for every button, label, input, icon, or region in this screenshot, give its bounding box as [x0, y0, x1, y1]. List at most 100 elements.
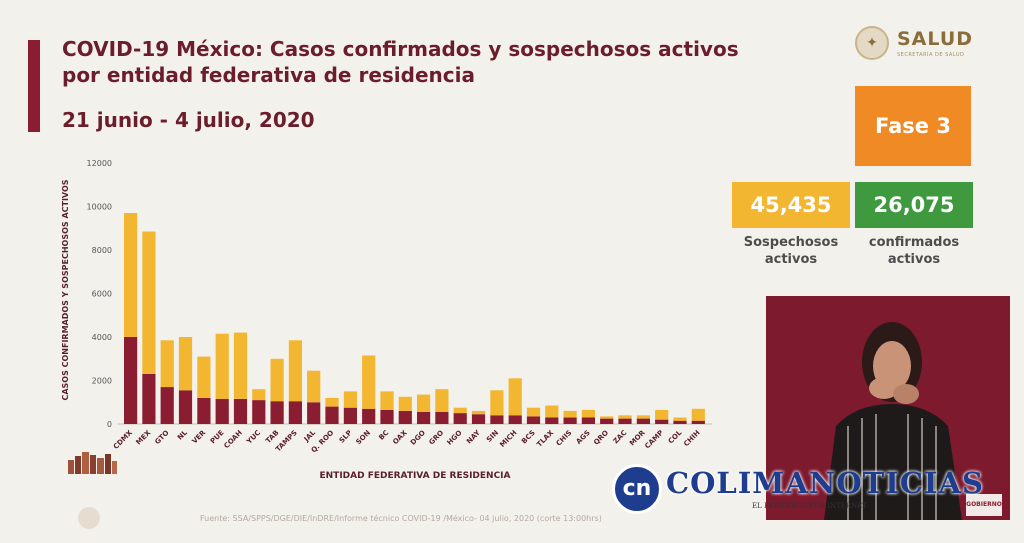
- x-tick-label: VER: [191, 428, 208, 445]
- x-tick-label: DGO: [409, 429, 427, 447]
- bar-suspected-tab: [270, 358, 284, 402]
- date-range: 21 junio - 4 julio, 2020: [62, 108, 315, 132]
- bar-confirmed-son: [362, 408, 376, 424]
- bar-confirmed-chih: [691, 420, 705, 424]
- bar-suspected-coah: [233, 332, 248, 399]
- bar-suspected-camp: [655, 409, 669, 420]
- x-tick-label: COAH: [223, 429, 244, 450]
- bar-confirmed-pue: [215, 399, 229, 424]
- bar-suspected-oax: [398, 396, 412, 411]
- x-tick-label: HGO: [446, 429, 464, 447]
- bar-confirmed-mich: [508, 415, 522, 424]
- x-tick-label: SIN: [485, 429, 500, 444]
- bar-suspected-slp: [343, 391, 357, 408]
- bar-suspected-qroo: [325, 397, 339, 407]
- x-tick-label: CAMP: [643, 429, 665, 451]
- bar-confirmed-tamps: [288, 401, 302, 424]
- bar-suspected-bcs: [526, 407, 541, 417]
- y-tick-label: 12000: [87, 159, 112, 168]
- x-tick-label: MEX: [135, 428, 153, 446]
- y-axis-label: CASOS CONFIRMADOS Y SOSPECHOSOS ACTIVOS: [61, 179, 70, 400]
- bar-suspected-tlax: [545, 405, 559, 418]
- bar-confirmed-tlax: [545, 417, 559, 424]
- bar-suspected-col: [673, 417, 687, 421]
- bar-confirmed-jal: [307, 402, 321, 425]
- bar-confirmed-camp: [655, 419, 669, 424]
- salud-logo: ✦ SALUD SECRETARÍA DE SALUD: [855, 26, 985, 66]
- bar-suspected-qro: [600, 416, 614, 419]
- x-tick-label: SON: [355, 429, 373, 447]
- bar-confirmed-sin: [490, 415, 504, 424]
- bar-suspected-dgo: [417, 394, 431, 412]
- confirmed-count-box: 26,075: [855, 182, 973, 228]
- bar-suspected-mor: [636, 415, 650, 419]
- bar-suspected-hgo: [453, 407, 467, 414]
- phase-badge: Fase 3: [855, 86, 971, 166]
- y-tick-label: 6000: [92, 290, 112, 299]
- bar-confirmed-hgo: [453, 413, 467, 424]
- bar-suspected-gto: [160, 340, 174, 388]
- bar-suspected-zac: [618, 415, 632, 419]
- interpreter-figure-icon: [824, 322, 962, 520]
- bar-suspected-sin: [490, 390, 504, 416]
- x-tick-label: GRO: [428, 429, 446, 447]
- bar-suspected-son: [362, 355, 376, 409]
- sign-language-video: GOBIERNO DE MÉXICO: [766, 296, 1010, 520]
- watermark-logo-icon: cn: [612, 464, 662, 514]
- y-tick-label: 10000: [87, 203, 112, 212]
- bar-suspected-bc: [380, 391, 394, 410]
- x-tick-label: YUC: [245, 429, 263, 447]
- logo-text: SALUD: [897, 28, 974, 50]
- bar-confirmed-nay: [471, 414, 486, 424]
- watermark-tagline: EL PERIÓDICO POR INTERNET: [752, 502, 868, 510]
- suspected-label-line1: Sospechosos: [743, 235, 839, 250]
- bar-confirmed-qro: [600, 418, 614, 424]
- bar-confirmed-mor: [636, 418, 650, 424]
- bar-confirmed-cdmx: [124, 337, 138, 424]
- bar-confirmed-slp: [343, 407, 357, 424]
- source-note: Fuente: SSA/SPPS/DGE/DIE/InDRE/Informe t…: [200, 514, 602, 523]
- page-title: COVID-19 México: Casos confirmados y sos…: [62, 37, 739, 87]
- bar-confirmed-zac: [618, 418, 632, 424]
- confirmed-label: confirmados activos: [855, 234, 973, 268]
- bar-suspected-jal: [307, 370, 321, 403]
- bar-suspected-cdmx: [124, 213, 138, 337]
- x-axis-label: ENTIDAD FEDERATIVA DE RESIDENCIA: [320, 471, 511, 481]
- bar-confirmed-nl: [178, 390, 193, 424]
- x-tick-label: MICH: [498, 429, 518, 449]
- bar-confirmed-bcs: [526, 416, 541, 424]
- bar-suspected-chih: [691, 408, 705, 421]
- title-accent-bar: [28, 40, 40, 132]
- bar-confirmed-gto: [160, 387, 174, 424]
- x-tick-label: ZAC: [612, 429, 629, 446]
- bar-confirmed-oax: [398, 410, 412, 424]
- bar-confirmed-dgo: [417, 412, 431, 424]
- bar-suspected-ags: [581, 409, 595, 418]
- watermark-name: COLIMANOTICIAS: [666, 466, 984, 500]
- logo-subtext: SECRETARÍA DE SALUD: [897, 52, 965, 58]
- confirmed-label-line1: confirmados: [868, 235, 960, 250]
- bar-suspected-gro: [435, 389, 449, 412]
- y-tick-label: 8000: [92, 246, 112, 255]
- x-tick-label: NL: [176, 428, 189, 441]
- x-tick-label: TLAX: [535, 428, 555, 448]
- bar-confirmed-qroo: [325, 406, 339, 424]
- bar-confirmed-coah: [233, 399, 248, 424]
- crowd-illustration-icon: [68, 452, 117, 474]
- bar-suspected-pue: [215, 333, 229, 399]
- x-tick-label: GTO: [153, 429, 170, 446]
- x-tick-label: JAL: [302, 428, 318, 444]
- bar-confirmed-mex: [142, 374, 156, 424]
- bar-suspected-ver: [197, 356, 211, 398]
- x-tick-label: CHIH: [682, 429, 702, 449]
- bar-suspected-mich: [508, 378, 522, 416]
- x-tick-label: COL: [667, 428, 684, 445]
- y-tick-label: 4000: [92, 333, 112, 342]
- x-tick-label: SLP: [338, 429, 354, 445]
- bar-suspected-yuc: [252, 389, 266, 401]
- y-tick-label: 2000: [92, 377, 112, 386]
- bar-confirmed-col: [673, 420, 687, 424]
- bar-suspected-chis: [563, 410, 577, 418]
- bar-confirmed-bc: [380, 409, 394, 424]
- bar-confirmed-gro: [435, 412, 449, 424]
